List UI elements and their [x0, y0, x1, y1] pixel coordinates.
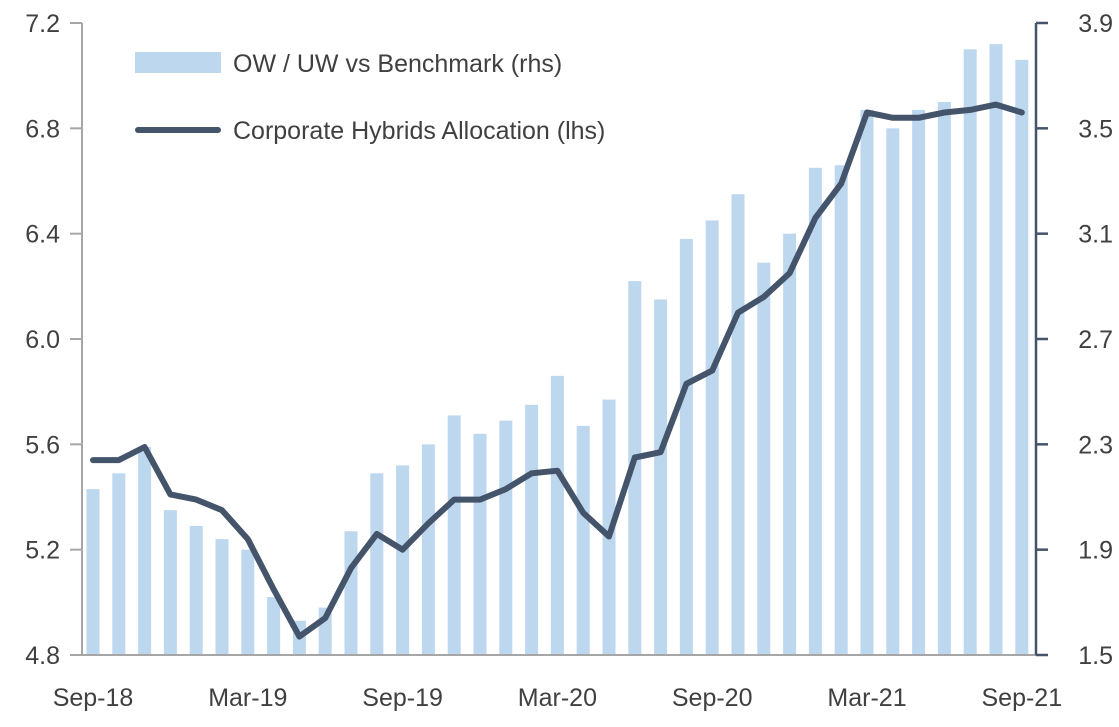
- bar-Oct-20: [731, 194, 745, 655]
- bar-Nov-19: [447, 415, 461, 655]
- right-tick-label: 3.9: [1078, 10, 1113, 38]
- bar-Aug-20: [679, 238, 693, 655]
- bar-Nov-20: [757, 262, 771, 655]
- bar-Feb-19: [215, 539, 229, 655]
- right-tick-label: 3.1: [1078, 221, 1113, 249]
- bar-Mar-20: [550, 375, 564, 655]
- bar-Sep-18: [86, 489, 100, 655]
- bar-Apr-20: [576, 425, 590, 655]
- bar-Jul-20: [654, 299, 668, 655]
- bar-Apr-19: [267, 597, 281, 655]
- bar-Nov-18: [138, 446, 152, 655]
- bar-Oct-18: [112, 473, 126, 655]
- bar-Jan-19: [189, 525, 203, 655]
- x-tick-label: Mar-20: [518, 684, 597, 712]
- x-tick-label: Sep-18: [53, 684, 134, 712]
- left-tick-label: 7.2: [25, 10, 60, 38]
- bar-May-21: [912, 109, 926, 655]
- bar-series: [86, 44, 1029, 656]
- bar-Dec-20: [783, 233, 797, 655]
- bar-Sep-19: [396, 465, 410, 655]
- right-tick-label: 3.5: [1078, 115, 1113, 143]
- legend-label-line: Corporate Hybrids Allocation (lhs): [233, 117, 605, 145]
- bar-Mar-21: [860, 109, 874, 655]
- right-tick-label: 1.9: [1078, 537, 1113, 565]
- left-tick-label: 6.4: [25, 221, 60, 249]
- bar-Feb-20: [525, 404, 539, 655]
- bar-Dec-18: [163, 510, 177, 655]
- bar-Jan-21: [808, 167, 822, 656]
- x-tick-label: Sep-20: [672, 684, 753, 712]
- bar-Mar-19: [241, 549, 255, 655]
- bar-Dec-19: [473, 433, 487, 655]
- legend-label-bar: OW / UW vs Benchmark (rhs): [233, 50, 562, 78]
- x-tick-label: Sep-21: [981, 684, 1062, 712]
- left-tick-label: 6.8: [25, 115, 60, 143]
- right-tick-label: 2.7: [1078, 326, 1113, 354]
- bar-Sep-20: [705, 220, 719, 655]
- right-tick-label: 2.3: [1078, 431, 1113, 459]
- bar-Oct-19: [421, 444, 435, 655]
- bar-Aug-19: [370, 473, 384, 655]
- left-tick-label: 5.6: [25, 431, 60, 459]
- left-tick-label: 6.0: [25, 326, 60, 354]
- bar-Jan-20: [499, 420, 513, 655]
- bar-Jul-21: [963, 49, 977, 656]
- bar-Jun-21: [937, 102, 951, 655]
- x-tick-label: Mar-21: [827, 684, 906, 712]
- right-tick-label: 1.5: [1078, 642, 1113, 670]
- bar-Aug-21: [989, 44, 1003, 656]
- bar-Apr-21: [886, 128, 900, 656]
- bar-Sep-21: [1015, 59, 1029, 656]
- left-tick-label: 5.2: [25, 537, 60, 565]
- bar-Jun-20: [628, 281, 642, 655]
- axis-ticks: 4.8 5.2 5.6 6.0 6.4 6.8 7.2 1.5 1.9 2.3 2.7 3.1 3.5 3…: [25, 10, 1113, 712]
- bar-Feb-21: [834, 165, 848, 655]
- left-tick-label: 4.8: [25, 642, 60, 670]
- legend-swatch-bar: [135, 52, 221, 73]
- x-tick-label: Sep-19: [362, 684, 443, 712]
- line-series-corporate-hybrids: [90, 101, 1025, 640]
- x-tick-label: Mar-19: [208, 684, 287, 712]
- bar-Jul-19: [344, 531, 358, 655]
- legend: OW / UW vs Benchmark (rhs) Corporate Hyb…: [135, 50, 605, 145]
